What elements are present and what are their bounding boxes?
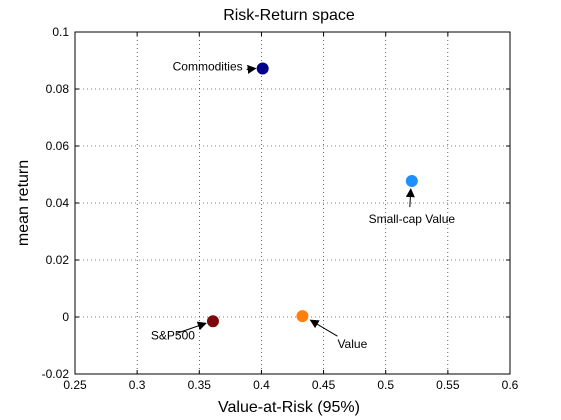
- y-tick-label: 0.1: [52, 25, 69, 39]
- point-label: Value: [337, 337, 367, 351]
- points: [206, 62, 418, 328]
- x-tick-label: 0.35: [188, 378, 212, 392]
- data-point: [405, 175, 418, 188]
- y-tick-label: 0.06: [46, 139, 70, 153]
- grid: [75, 32, 510, 374]
- y-tick-label: 0.08: [46, 82, 70, 96]
- x-tick-label: 0.4: [253, 378, 270, 392]
- y-tick-label: 0.04: [46, 196, 70, 210]
- annotation-arrow: [246, 64, 257, 74]
- x-tick-label: 0.55: [436, 378, 460, 392]
- y-tick-label: 0.02: [46, 253, 70, 267]
- data-point: [256, 62, 269, 75]
- x-tick-label: 0.6: [502, 378, 519, 392]
- x-tick-label: 0.25: [63, 378, 87, 392]
- point-label: S&P500: [151, 328, 195, 342]
- data-point: [296, 310, 309, 323]
- x-axis-label: Value-at-Risk (95%): [218, 399, 360, 416]
- annotation-arrow: [405, 188, 415, 208]
- y-tick-label: -0.02: [42, 367, 70, 381]
- y-axis-label: mean return: [15, 160, 32, 246]
- point-label: Small-cap Value: [369, 212, 456, 226]
- plot-area: [74, 31, 511, 375]
- point-label: Commodities: [173, 59, 243, 73]
- ticks: 0.25 0.3 0.35 0.4 0.45 0.5 0.55 0.6 -0.02 0 0.02 0.…: [42, 25, 519, 392]
- chart-title: Risk-Return space: [223, 7, 355, 24]
- y-tick-label: 0: [62, 310, 69, 324]
- annotation-arrow: [176, 321, 207, 334]
- x-tick-label: 0.3: [129, 378, 146, 392]
- x-tick-label: 0.45: [312, 378, 336, 392]
- annotations: Commodities Small-cap Value S&P500 Value: [151, 59, 455, 351]
- annotation-arrow: [309, 319, 338, 337]
- x-tick-label: 0.5: [377, 378, 394, 392]
- data-point: [206, 315, 219, 328]
